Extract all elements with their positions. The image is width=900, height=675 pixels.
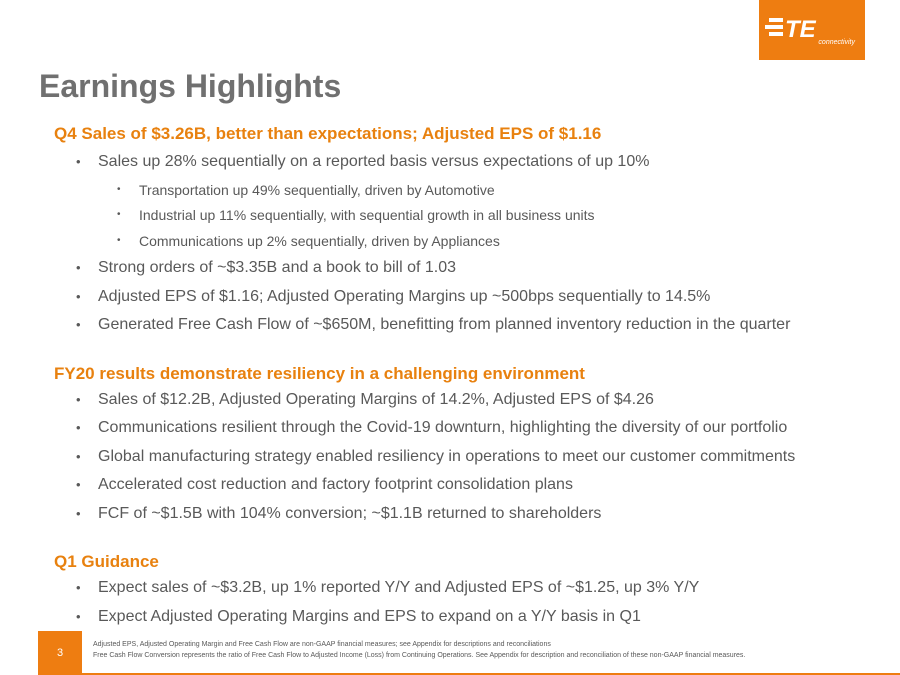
bullet-text: Expect sales of ~$3.2B, up 1% reported Y…: [98, 579, 700, 596]
bullet-marker: •: [76, 420, 81, 435]
bullet-text: Sales of $12.2B, Adjusted Operating Marg…: [98, 391, 654, 408]
svg-text:TE: TE: [785, 16, 817, 43]
bullet-marker: •: [76, 506, 81, 521]
te-connectivity-logo: TE connectivity: [759, 0, 865, 60]
bullet-text: FCF of ~$1.5B with 104% conversion; ~$1.…: [98, 505, 602, 522]
section-heading-q4: Q4 Sales of $3.26B, better than expectat…: [54, 124, 602, 143]
bullet-marker: •: [76, 289, 81, 304]
bullet-text: Sales up 28% sequentially on a reported …: [98, 153, 650, 170]
page-number: 3: [38, 631, 82, 675]
bullet-text: Communications resilient through the Cov…: [98, 419, 788, 436]
logo-wordmark: connectivity: [818, 39, 855, 46]
bullet-marker: •: [117, 209, 121, 220]
footnote-non-gaap: Adjusted EPS, Adjusted Operating Margin …: [93, 641, 551, 648]
bullet-text: Global manufacturing strategy enabled re…: [98, 448, 796, 465]
bullet-marker: •: [76, 609, 81, 624]
sub-bullet-text: Communications up 2% sequentially, drive…: [139, 233, 500, 249]
footnote-fcf-conversion: Free Cash Flow Conversion represents the…: [93, 652, 746, 659]
te-logo-mark: TE: [765, 16, 817, 43]
bullet-marker: •: [76, 477, 81, 492]
bullet-text: Strong orders of ~$3.35B and a book to b…: [98, 259, 457, 276]
section-heading-q1-guidance: Q1 Guidance: [54, 552, 159, 571]
bullet-text: Accelerated cost reduction and factory f…: [98, 476, 573, 493]
bullet-marker: •: [76, 317, 81, 332]
bullet-marker: •: [76, 260, 81, 275]
bullet-marker: •: [76, 154, 81, 169]
page-title: Earnings Highlights: [39, 68, 342, 104]
bullet-text: Adjusted EPS of $1.16; Adjusted Operatin…: [98, 288, 711, 305]
bullet-text: Generated Free Cash Flow of ~$650M, bene…: [98, 316, 791, 333]
sub-bullet-text: Industrial up 11% sequentially, with seq…: [139, 207, 595, 223]
sub-bullet-text: Transportation up 49% sequentially, driv…: [139, 182, 495, 198]
section-heading-fy20: FY20 results demonstrate resiliency in a…: [54, 364, 585, 383]
footer-rule: [38, 673, 900, 675]
bullet-marker: •: [76, 580, 81, 595]
bullet-marker: •: [117, 184, 121, 195]
bullet-text: Expect Adjusted Operating Margins and EP…: [98, 608, 641, 625]
bullet-marker: •: [76, 392, 81, 407]
bullet-marker: •: [117, 235, 121, 246]
bullet-marker: •: [76, 449, 81, 464]
